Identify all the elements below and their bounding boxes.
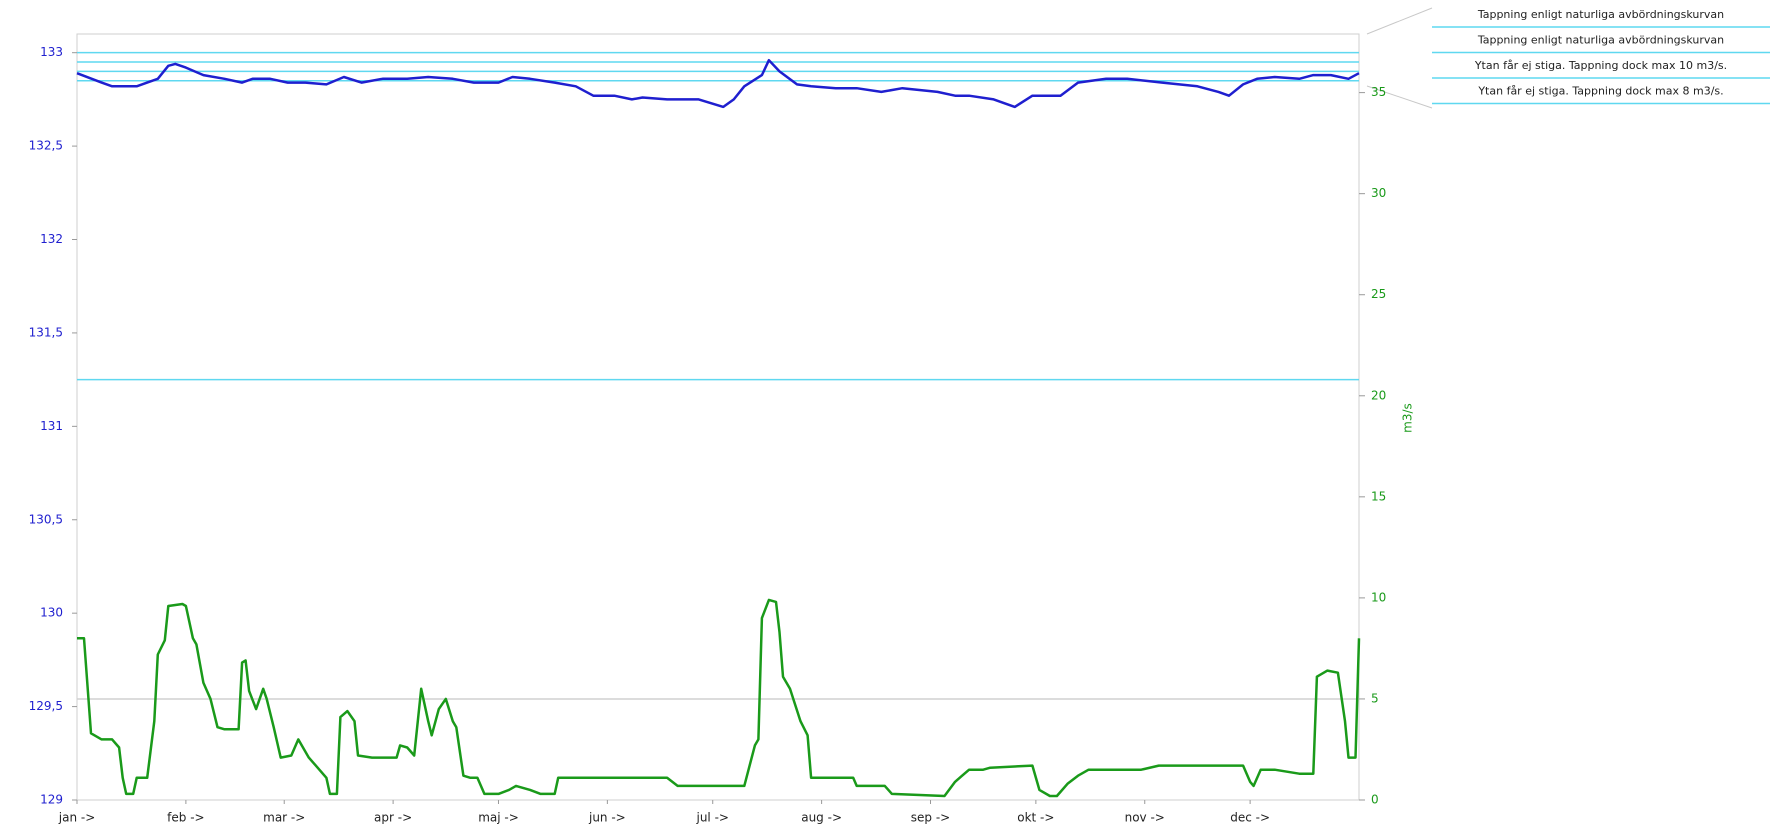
x-tick-label: feb -> (167, 811, 204, 825)
y2-tick-label: 5 (1371, 691, 1379, 705)
legend-leader (1366, 85, 1433, 109)
x-tick-label: jun -> (588, 811, 626, 825)
legend-leader (1366, 7, 1433, 35)
x-tick-label: maj -> (478, 811, 519, 825)
y-tick-label: 133 (40, 45, 63, 59)
y-tick-label: 132,5 (29, 139, 63, 153)
y2-tick-label: 15 (1371, 489, 1386, 503)
y-tick-label: 129 (40, 793, 63, 807)
y2-tick-label: 0 (1371, 793, 1379, 807)
legend-label: Tappning enligt naturliga avbördningskur… (1477, 34, 1724, 47)
y2-tick-label: 25 (1371, 287, 1386, 301)
y2-tick-label: 10 (1371, 590, 1386, 604)
x-tick-label: jul -> (695, 811, 728, 825)
x-tick-label: okt -> (1017, 811, 1054, 825)
x-tick-label: dec -> (1230, 811, 1270, 825)
x-tick-label: jan -> (58, 811, 96, 825)
legend-label: Ytan får ej stiga. Tappning dock max 8 m… (1477, 85, 1723, 98)
plot-frame (76, 33, 1360, 801)
y2-tick-label: 35 (1371, 85, 1386, 99)
series-line (76, 58, 1360, 109)
y-tick-label: 131,5 (29, 325, 63, 339)
y2-tick-label: 20 (1371, 388, 1386, 402)
x-tick-label: mar -> (263, 811, 305, 825)
legend-label: Tappning enligt naturliga avbördningskur… (1477, 8, 1724, 21)
y2-axis-label: m3/s (1401, 403, 1415, 433)
x-tick-label: aug -> (801, 811, 842, 825)
x-tick-label: nov -> (1125, 811, 1165, 825)
x-tick-label: apr -> (374, 811, 412, 825)
y-tick-label: 131 (40, 419, 63, 433)
x-tick-label: sep -> (911, 811, 950, 825)
y-tick-label: 130,5 (29, 512, 63, 526)
legend-label: Ytan får ej stiga. Tappning dock max 10 … (1474, 59, 1727, 72)
series-line (77, 598, 1361, 798)
y-tick-label: 130 (40, 606, 63, 620)
y2-tick-label: 30 (1371, 186, 1386, 200)
y-tick-label: 132 (40, 232, 63, 246)
y-tick-label: 129,5 (29, 699, 63, 713)
